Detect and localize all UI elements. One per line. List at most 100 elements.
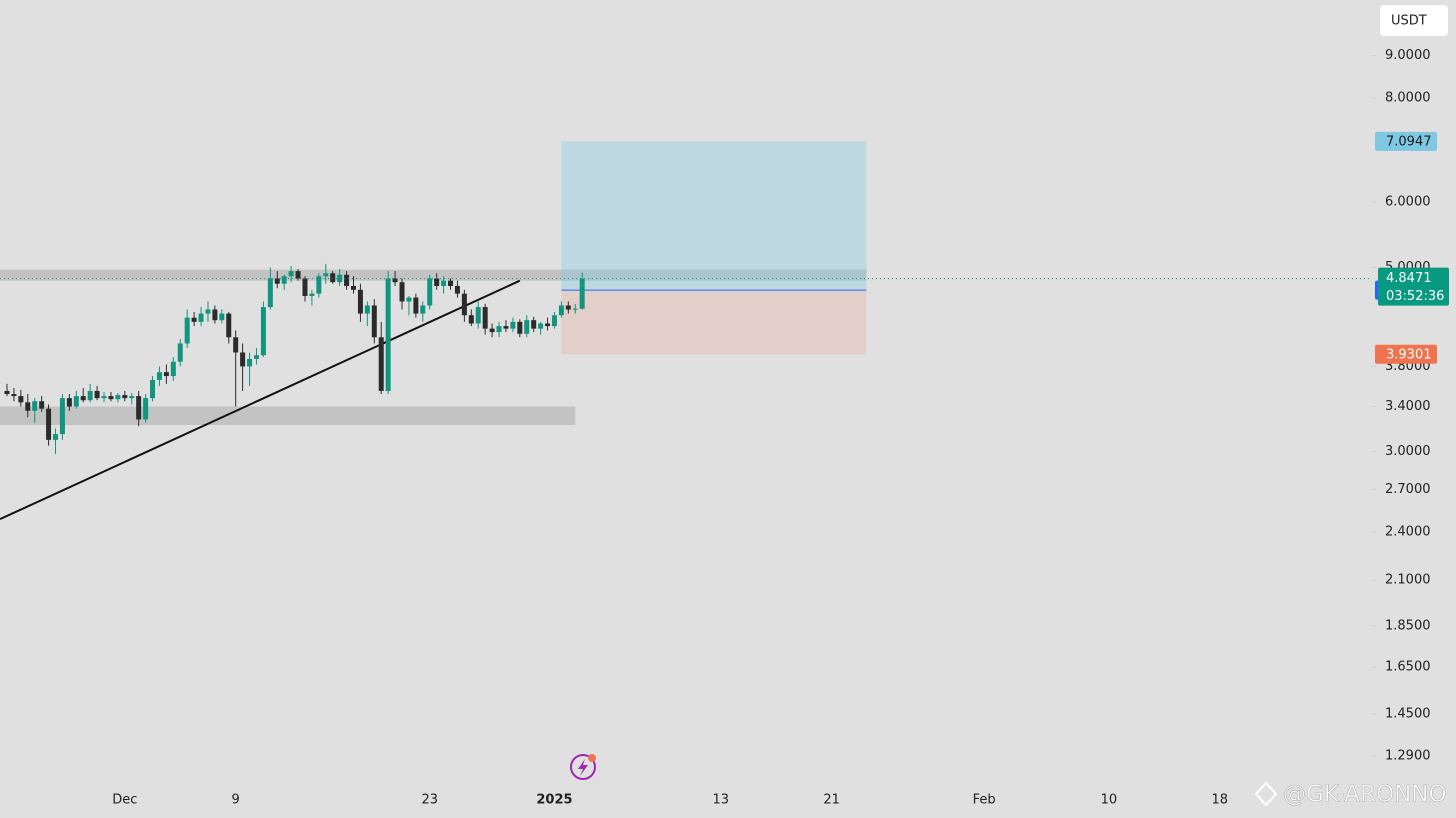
candle-body (253, 355, 259, 359)
y-tick-label: 2.7000 (1385, 482, 1431, 497)
button-bg[interactable] (1380, 5, 1448, 36)
y-tick-label: 2.1000 (1385, 573, 1431, 588)
candle-body (545, 323, 551, 327)
y-tick-label: 1.6500 (1385, 660, 1431, 675)
candle-body (323, 273, 329, 277)
candle-body (150, 379, 156, 399)
candle-body (122, 395, 128, 399)
stop-price-tag: 3.9301 (1386, 347, 1432, 362)
candle-body (108, 396, 114, 400)
target-zone (561, 141, 867, 291)
candle-body (198, 313, 204, 322)
candle-body (538, 323, 544, 329)
x-tick-label: 9 (232, 793, 240, 808)
candle-body (441, 280, 447, 286)
candle-body (489, 328, 495, 333)
candle-body (316, 276, 322, 294)
candle-body (524, 320, 530, 334)
candle-body (392, 278, 398, 283)
stop-price-tag-bg (1375, 344, 1437, 364)
candle-body (53, 434, 59, 440)
y-tick-label: 1.2900 (1385, 748, 1431, 763)
candle-body (73, 396, 79, 407)
candle-body (288, 271, 294, 277)
y-tick-label: 1.8500 (1385, 618, 1431, 633)
watermark-logo (1254, 781, 1278, 807)
price-axis: Dec 9 23 2025 13 21 Feb 10 189.00008.00006.00005… (112, 48, 1449, 808)
candle-body (496, 326, 502, 333)
candle-body (219, 313, 225, 321)
last-price-tag-bg (1378, 267, 1449, 306)
candle-body (136, 396, 142, 420)
candle-body (205, 309, 211, 314)
candle-body (558, 305, 564, 316)
y-tick-label: 1.4500 (1385, 706, 1431, 721)
icon-dot[interactable] (588, 754, 596, 762)
candle-body (212, 309, 218, 321)
candle-body (101, 396, 107, 399)
candle-body (191, 317, 197, 322)
logo-shape (1254, 781, 1278, 807)
candle-body (295, 271, 301, 279)
last-price-tag: 4.8471 (1386, 271, 1432, 286)
x-tick-label: 2025 (536, 793, 572, 808)
target-price-tag: 7.0947 (1386, 134, 1432, 149)
y-tick-label: 6.0000 (1385, 194, 1431, 209)
candle-body (4, 390, 10, 395)
zone (0, 406, 576, 426)
x-tick-label: 21 (823, 793, 840, 808)
icon-ring[interactable] (570, 754, 596, 780)
plot-area (0, 141, 1372, 521)
flash-icon[interactable] (570, 754, 596, 780)
candle-body (371, 305, 377, 338)
x-tick-label: Feb (973, 793, 996, 808)
candle-body (18, 396, 24, 403)
candle-body (448, 280, 454, 286)
trendline (0, 279, 521, 521)
candle-body (482, 307, 488, 329)
currency-button[interactable]: USDT (1380, 5, 1448, 36)
icon-bolt[interactable] (578, 759, 588, 776)
candle-body (143, 398, 149, 420)
x-tick-label: 18 (1211, 793, 1228, 808)
candle-body (170, 361, 176, 377)
candle-body (233, 337, 239, 353)
stop-zone (561, 290, 867, 355)
candle-body (454, 285, 460, 294)
candle-body (129, 396, 135, 399)
y-tick-label: 3.0000 (1385, 444, 1431, 459)
candle-body (11, 394, 17, 397)
candle-body (461, 293, 467, 316)
currency-label[interactable]: USDT (1391, 14, 1427, 29)
candle-body (579, 278, 585, 309)
candle-body (25, 402, 31, 411)
candle-body (337, 274, 343, 283)
candle-body (427, 278, 433, 306)
candle-body (66, 398, 72, 407)
candle-body (177, 343, 183, 362)
candle-body (226, 313, 232, 338)
candle-body (309, 293, 315, 296)
candle-body (80, 396, 86, 401)
candle-body (357, 289, 363, 314)
candle-body (274, 278, 280, 284)
candle-body (468, 315, 474, 324)
candle-body (32, 401, 38, 411)
x-tick-label: 13 (713, 793, 730, 808)
candle-body (267, 278, 273, 308)
y-tick-label: 3.4000 (1385, 399, 1431, 414)
candle-body (240, 352, 246, 367)
candle-body (163, 372, 169, 377)
candle-body (364, 305, 370, 314)
candle-body (59, 398, 65, 435)
candle-body (551, 315, 557, 327)
candle-body (260, 307, 266, 356)
candle-body (406, 297, 412, 302)
x-tick-label: Dec (112, 793, 137, 808)
candle-body (351, 285, 356, 290)
candle-body (565, 305, 571, 310)
candle-body (399, 282, 405, 302)
candle-body (115, 395, 121, 400)
zone (0, 269, 867, 281)
